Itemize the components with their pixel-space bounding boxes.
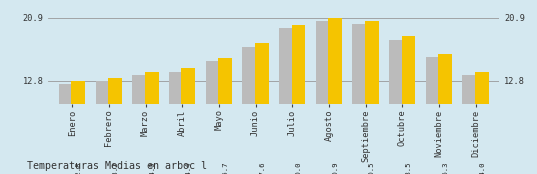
Bar	[475, 72, 489, 174]
Bar	[279, 28, 293, 174]
Text: 16.3: 16.3	[442, 161, 448, 174]
Bar	[255, 44, 269, 174]
Text: 20.9: 20.9	[332, 161, 338, 174]
Bar	[389, 39, 403, 174]
Bar	[438, 54, 452, 174]
Text: 17.6: 17.6	[259, 161, 265, 174]
Bar	[182, 69, 195, 174]
Bar	[328, 18, 342, 174]
Bar	[218, 58, 232, 174]
Bar	[132, 75, 146, 174]
Bar	[352, 24, 366, 174]
Bar	[242, 47, 256, 174]
Text: 14.0: 14.0	[149, 161, 155, 174]
Bar	[145, 72, 159, 174]
Bar	[169, 72, 183, 174]
Text: 12.8: 12.8	[75, 161, 82, 174]
Text: 20.5: 20.5	[369, 161, 375, 174]
Bar	[96, 81, 110, 174]
Text: 14.0: 14.0	[479, 161, 485, 174]
Bar	[292, 25, 306, 174]
Bar	[402, 37, 416, 174]
Text: 15.7: 15.7	[222, 161, 228, 174]
Bar	[59, 84, 73, 174]
Bar	[365, 21, 379, 174]
Bar	[316, 21, 330, 174]
Text: 18.5: 18.5	[405, 161, 411, 174]
Text: 20.0: 20.0	[295, 161, 301, 174]
Bar	[206, 61, 220, 174]
Text: Temperaturas Medias en arboc l: Temperaturas Medias en arboc l	[27, 161, 207, 171]
Text: 14.4: 14.4	[185, 161, 192, 174]
Bar	[108, 78, 122, 174]
Bar	[426, 57, 440, 174]
Bar	[462, 75, 476, 174]
Text: 13.2: 13.2	[112, 161, 118, 174]
Bar	[71, 81, 85, 174]
